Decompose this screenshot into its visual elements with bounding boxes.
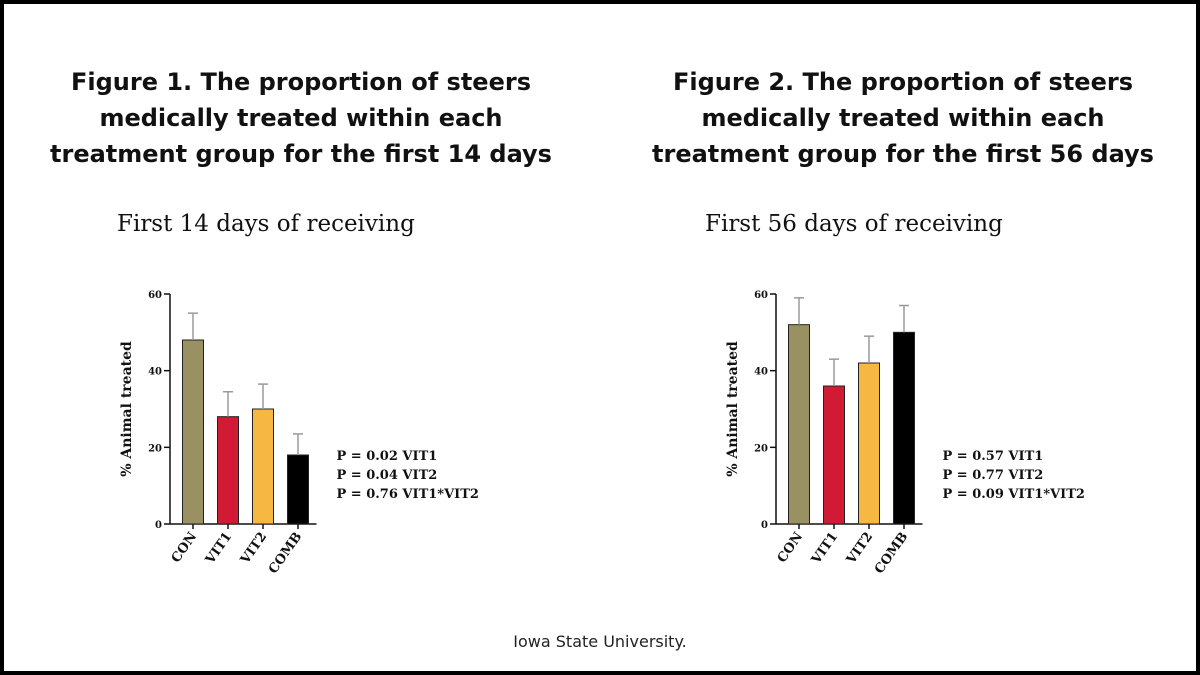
y-tick-label-0: 0 xyxy=(761,520,768,531)
y-tick-label-60: 60 xyxy=(754,290,768,301)
y-tick-label-40: 40 xyxy=(754,367,768,378)
p-value-3: P = 0.76 VIT1*VIT2 xyxy=(337,487,479,502)
figure-1-heading-line-2: medically treated within each xyxy=(99,104,503,132)
figure-1-heading-line-3: treatment group for the first 14 days xyxy=(50,140,552,168)
bar-con xyxy=(182,339,204,525)
figure-2-heading-line-3: treatment group for the first 56 days xyxy=(652,140,1154,168)
p-value-2: P = 0.04 VIT2 xyxy=(337,468,438,483)
bar-vit2 xyxy=(858,362,880,525)
p-value-3: P = 0.09 VIT1*VIT2 xyxy=(943,487,1085,502)
x-tick-label-vit2: VIT2 xyxy=(237,530,270,568)
y-tick-label-60: 60 xyxy=(148,290,162,301)
footer-credit: Iowa State University. xyxy=(513,632,687,651)
chart-2-title: First 56 days of receiving xyxy=(705,211,1003,237)
bar-vit1 xyxy=(217,416,239,525)
y-tick-label-0: 0 xyxy=(155,520,162,531)
slide: Figure 1. The proportion of steers medic… xyxy=(4,4,1196,671)
x-tick-label-comb: COMB xyxy=(872,530,911,577)
bar-vit2 xyxy=(252,408,274,525)
x-tick-label-vit1: VIT1 xyxy=(202,530,235,568)
x-tick-label-con: CON xyxy=(775,530,807,566)
p-value-1: P = 0.57 VIT1 xyxy=(943,449,1044,464)
figure-1-heading-line-1: Figure 1. The proportion of steers xyxy=(71,68,531,96)
y-tick-label-40: 40 xyxy=(148,367,162,378)
y-tick-label-20: 20 xyxy=(148,443,162,454)
x-tick-label-con: CON xyxy=(169,530,201,566)
x-tick-label-vit2: VIT2 xyxy=(843,530,876,568)
p-value-1: P = 0.02 VIT1 xyxy=(337,449,438,464)
y-axis-label: % Animal treated xyxy=(119,341,135,477)
y-axis-label: % Animal treated xyxy=(725,341,741,477)
figure-2-heading-line-1: Figure 2. The proportion of steers xyxy=(673,68,1133,96)
bar-con xyxy=(788,324,810,525)
figure-2-heading-line-2: medically treated within each xyxy=(701,104,1105,132)
bar-vit1 xyxy=(823,385,845,525)
x-tick-label-comb: COMB xyxy=(266,530,305,577)
bar-comb xyxy=(287,454,309,525)
p-value-2: P = 0.77 VIT2 xyxy=(943,468,1044,483)
figure-2-heading: Figure 2. The proportion of steers medic… xyxy=(623,64,1183,172)
chart-1-title: First 14 days of receiving xyxy=(117,211,415,237)
figure-1-heading: Figure 1. The proportion of steers medic… xyxy=(21,64,581,172)
y-tick-label-20: 20 xyxy=(754,443,768,454)
bar-comb xyxy=(893,331,915,525)
x-tick-label-vit1: VIT1 xyxy=(808,530,841,568)
